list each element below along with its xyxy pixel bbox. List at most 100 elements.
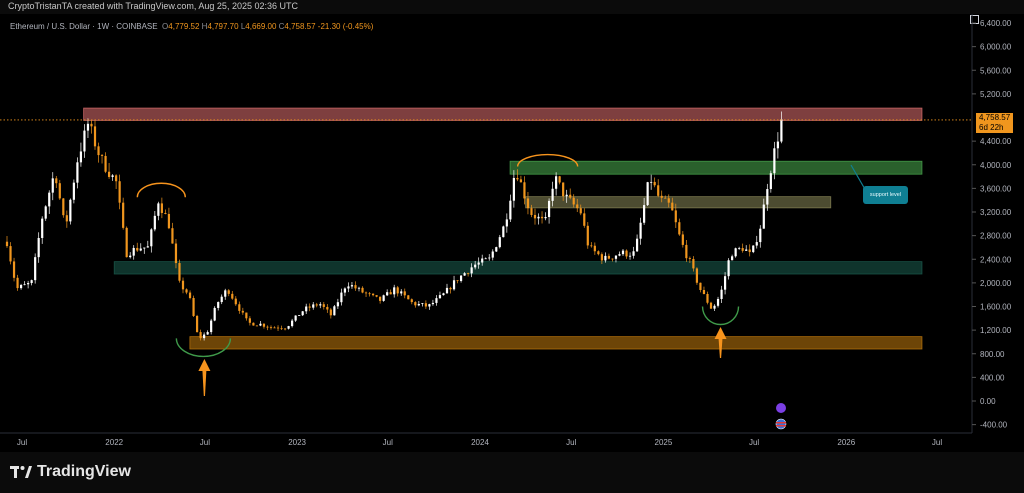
candle-body — [713, 305, 716, 309]
candle-body — [301, 311, 304, 316]
candle-body — [611, 258, 614, 260]
candle — [217, 301, 220, 311]
candle — [474, 260, 477, 270]
candle-body — [174, 243, 178, 264]
candle-body — [688, 258, 691, 259]
support-level-callout[interactable]: support level — [863, 186, 908, 204]
candle — [58, 179, 61, 200]
candle-body — [389, 292, 392, 295]
candle — [414, 301, 417, 308]
time-tick-label: 2022 — [105, 438, 123, 447]
price-chart[interactable]: 6,400.00 6,000.00 5,600.00 5,200.00 4,400.00… — [0, 14, 1024, 452]
candle-body — [350, 285, 354, 287]
candle-body — [132, 247, 135, 256]
candle — [178, 259, 181, 283]
candle — [294, 315, 297, 322]
candle — [407, 294, 410, 300]
candle — [759, 225, 762, 248]
candle-body — [396, 287, 399, 294]
candle — [671, 197, 674, 211]
candle-body — [738, 248, 741, 249]
candle — [5, 236, 9, 248]
time-tick-label: 2023 — [288, 438, 306, 447]
candle-body — [431, 302, 435, 305]
candle-body — [664, 197, 667, 199]
candle-body — [653, 181, 656, 186]
price-tick-label: 1,200.00 — [980, 326, 1012, 335]
candle — [157, 201, 160, 221]
candle — [720, 285, 723, 304]
candle — [695, 267, 699, 285]
symbol-legend[interactable]: Ethereum / U.S. Dollar · 1W · COINBASE O… — [10, 22, 373, 31]
candle — [206, 330, 209, 335]
candle-body — [720, 289, 723, 299]
candle — [192, 295, 195, 318]
candle-body — [547, 200, 551, 217]
candle — [203, 332, 206, 341]
candle-body — [463, 273, 466, 276]
tradingview-brand[interactable]: TradingView — [10, 463, 131, 481]
candle — [252, 322, 255, 326]
candle — [333, 305, 336, 316]
candle — [646, 181, 649, 206]
candle-body — [400, 291, 403, 294]
candle — [171, 222, 174, 244]
candle-body — [280, 328, 283, 330]
candle — [428, 303, 431, 310]
candle-body — [245, 312, 248, 319]
arrow-shaft — [202, 370, 207, 396]
candle-body — [72, 182, 75, 200]
high-label: H — [201, 22, 208, 31]
candle — [185, 288, 188, 295]
candle-body — [340, 292, 343, 303]
candle — [702, 286, 706, 295]
candle-body — [160, 203, 163, 213]
candle-body — [512, 177, 515, 201]
candle — [55, 176, 58, 189]
candle — [368, 291, 371, 297]
candle — [273, 326, 276, 329]
candle-body — [555, 176, 558, 189]
candle-body — [58, 183, 61, 199]
candle — [298, 315, 301, 317]
candle — [604, 252, 607, 263]
candle — [491, 249, 494, 261]
candle-body — [326, 306, 329, 310]
olive-zone — [525, 196, 832, 209]
candle-body — [618, 254, 621, 256]
candle — [350, 281, 354, 289]
candle-body — [477, 262, 480, 265]
candle — [716, 296, 720, 308]
flag-marker-icon — [775, 418, 787, 430]
candle-body — [90, 123, 93, 127]
candle — [502, 225, 505, 238]
candle-body — [220, 296, 223, 303]
candle-body — [491, 251, 494, 258]
candle — [660, 190, 663, 203]
price-tick-label: 5,600.00 — [980, 66, 1012, 75]
candle — [547, 198, 551, 224]
candle — [505, 213, 508, 233]
candle — [79, 142, 83, 167]
candle — [734, 247, 737, 258]
candle — [389, 289, 392, 295]
symbol-title[interactable]: Ethereum / U.S. Dollar · 1W · COINBASE — [10, 22, 158, 31]
candle-body — [178, 263, 181, 281]
candle — [90, 119, 93, 134]
candle — [287, 325, 290, 330]
candle-body — [667, 198, 670, 203]
candle-body — [23, 284, 26, 286]
candle-body — [139, 248, 142, 251]
time-tick-label: Jul — [17, 438, 27, 447]
candle-body — [748, 249, 751, 253]
candle — [37, 232, 40, 263]
candle — [431, 299, 435, 306]
top-arc-2024 — [516, 153, 579, 167]
price-tick-label: 5,200.00 — [980, 90, 1012, 99]
candle — [139, 243, 142, 252]
candle-body — [86, 123, 90, 131]
candle-body — [111, 175, 114, 177]
candle-body — [382, 295, 385, 301]
candle — [417, 300, 420, 307]
candle — [238, 301, 241, 314]
